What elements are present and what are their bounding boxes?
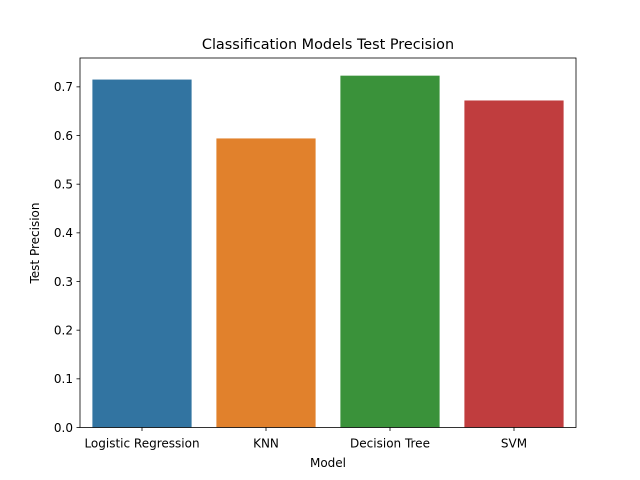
y-tick-label: 0.5 bbox=[54, 177, 73, 191]
y-axis: 0.0 0.1 0.2 0.3 0.4 0.5 0.6 0.7 bbox=[54, 80, 80, 435]
y-tick-label: 0.3 bbox=[54, 275, 73, 289]
y-tick-label: 0.7 bbox=[54, 80, 73, 94]
plot-frame bbox=[79, 57, 577, 428]
y-tick-label: 0.0 bbox=[54, 421, 73, 435]
bar-logistic-regression bbox=[92, 79, 192, 428]
chart-title: Classification Models Test Precision bbox=[202, 37, 454, 53]
y-axis-label: Test Precision bbox=[28, 203, 42, 285]
x-tick-label: SVM bbox=[501, 437, 527, 451]
bar-knn bbox=[216, 138, 316, 428]
x-axis-label: Model bbox=[310, 456, 346, 470]
x-tick-label: Decision Tree bbox=[350, 437, 430, 451]
y-tick-label: 0.2 bbox=[54, 323, 73, 337]
x-tick-label: KNN bbox=[253, 437, 279, 451]
x-tick-label: Logistic Regression bbox=[84, 437, 199, 451]
bars-group bbox=[92, 75, 564, 428]
y-tick-label: 0.1 bbox=[54, 372, 73, 386]
bar-svm bbox=[464, 100, 564, 428]
bar-decision-tree bbox=[340, 75, 440, 428]
x-axis: Logistic Regression KNN Decision Tree SVM bbox=[84, 427, 527, 451]
y-tick-label: 0.4 bbox=[54, 226, 73, 240]
y-tick-label: 0.6 bbox=[54, 129, 73, 143]
